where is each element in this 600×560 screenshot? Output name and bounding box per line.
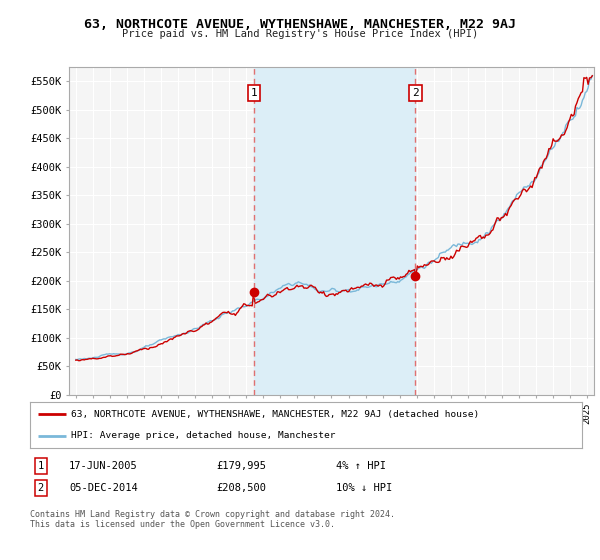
Text: 1: 1	[38, 461, 44, 471]
Text: 63, NORTHCOTE AVENUE, WYTHENSHAWE, MANCHESTER, M22 9AJ: 63, NORTHCOTE AVENUE, WYTHENSHAWE, MANCH…	[84, 18, 516, 31]
Text: 63, NORTHCOTE AVENUE, WYTHENSHAWE, MANCHESTER, M22 9AJ (detached house): 63, NORTHCOTE AVENUE, WYTHENSHAWE, MANCH…	[71, 410, 479, 419]
Text: HPI: Average price, detached house, Manchester: HPI: Average price, detached house, Manc…	[71, 431, 336, 440]
Text: 2: 2	[38, 483, 44, 493]
Text: 2: 2	[412, 88, 419, 98]
Text: £179,995: £179,995	[216, 461, 266, 471]
Text: 17-JUN-2005: 17-JUN-2005	[69, 461, 138, 471]
Text: 05-DEC-2014: 05-DEC-2014	[69, 483, 138, 493]
Text: £208,500: £208,500	[216, 483, 266, 493]
Text: Contains HM Land Registry data © Crown copyright and database right 2024.
This d: Contains HM Land Registry data © Crown c…	[30, 510, 395, 529]
Bar	[254, 67, 415, 395]
Text: 10% ↓ HPI: 10% ↓ HPI	[336, 483, 392, 493]
Text: 1: 1	[251, 88, 257, 98]
Text: Price paid vs. HM Land Registry's House Price Index (HPI): Price paid vs. HM Land Registry's House …	[122, 29, 478, 39]
Text: 4% ↑ HPI: 4% ↑ HPI	[336, 461, 386, 471]
